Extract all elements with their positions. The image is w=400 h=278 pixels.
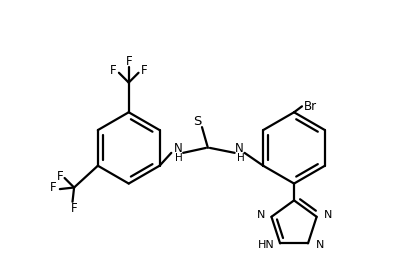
Text: F: F: [110, 64, 117, 78]
Text: H: H: [237, 153, 244, 163]
Text: H: H: [175, 153, 183, 163]
Text: N: N: [324, 210, 333, 220]
Text: S: S: [193, 115, 201, 128]
Text: N: N: [316, 240, 324, 250]
Text: F: F: [140, 64, 147, 78]
Text: N: N: [257, 210, 266, 220]
Text: N: N: [174, 142, 182, 155]
Text: F: F: [71, 202, 78, 215]
Text: F: F: [126, 55, 132, 68]
Text: Br: Br: [304, 100, 317, 113]
Text: F: F: [56, 170, 63, 183]
Text: HN: HN: [258, 240, 274, 250]
Text: F: F: [50, 181, 57, 194]
Text: N: N: [235, 142, 244, 155]
